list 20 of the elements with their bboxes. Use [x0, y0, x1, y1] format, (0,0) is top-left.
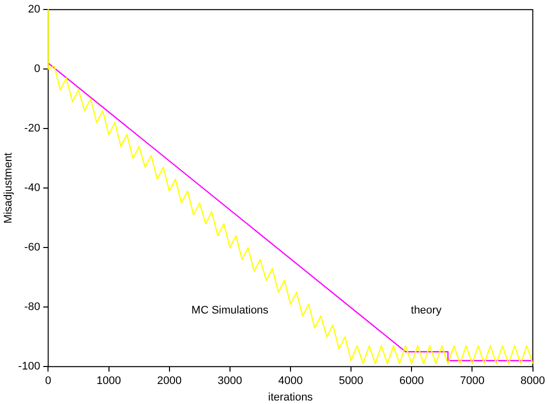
- x-tick-label: 7000: [460, 375, 484, 388]
- y-tick-label: -20: [24, 122, 40, 135]
- y-tick-label: -100: [18, 360, 40, 373]
- x-tick-label: 2000: [157, 375, 182, 388]
- y-axis-title: Misadjustment: [2, 152, 15, 224]
- y-tick-label: 20: [28, 4, 40, 16]
- x-tick-label: 5000: [338, 375, 364, 388]
- annotation: MC Simulations: [191, 304, 269, 317]
- x-tick-label: 3000: [218, 375, 242, 388]
- x-axis-title: iterations: [268, 391, 314, 404]
- x-tick-label: 6000: [399, 375, 424, 388]
- y-tick-label: -40: [24, 182, 40, 194]
- x-tick-label: 8000: [520, 375, 546, 388]
- x-tick-label: 4000: [278, 375, 303, 388]
- y-tick-label: -80: [24, 301, 40, 314]
- y-tick-label: 0: [34, 63, 40, 76]
- y-tick-label: -60: [24, 242, 40, 254]
- x-tick-label: 0: [45, 375, 52, 388]
- annotation: theory: [410, 304, 442, 317]
- x-tick-label: 1000: [96, 375, 122, 388]
